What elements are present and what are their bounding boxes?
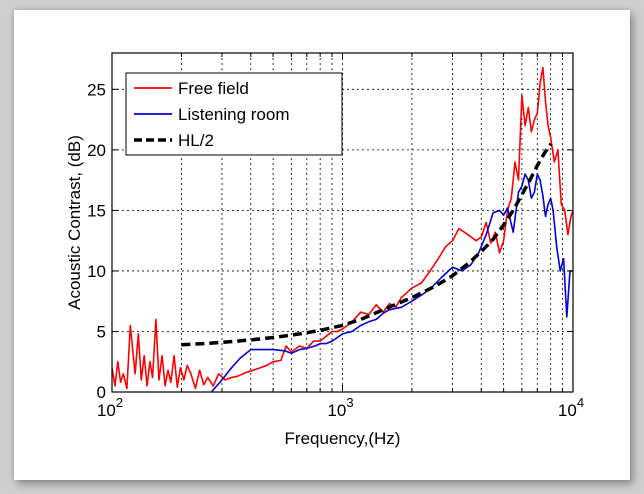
figure-card: 0 5 10 15 20 25 102 103 104 Frequency,(Hz) Acou… [14,10,630,480]
y-tick-label: 25 [87,80,106,99]
legend-label-free-field: Free field [178,79,249,98]
y-tick-label: 10 [87,262,106,281]
y-axis-label: Acoustic Contrast, (dB) [65,135,84,310]
series-layer [111,66,574,393]
legend-label-hl-2: HL/2 [178,131,214,150]
y-tick-labels: 0 5 10 15 20 25 [87,80,106,402]
y-tick-label: 5 [97,322,106,341]
x-tick-labels: 102 103 104 [97,395,584,420]
axes-frame [111,52,574,393]
series-line-listening-room [210,173,573,393]
x-tick-label: 102 [97,395,123,420]
y-tick-label: 20 [87,141,106,160]
y-tick-label: 15 [87,201,106,220]
y-tick-label: 0 [97,383,106,402]
x-tick-label: 103 [327,395,353,420]
legend: Free field Listening room HL/2 [125,72,343,156]
x-axis-label: Frequency,(Hz) [285,429,401,448]
acoustic-contrast-chart: 0 5 10 15 20 25 102 103 104 Frequency,(Hz) Acou… [65,52,584,448]
series-line-free-field [111,66,574,390]
legend-label-listening-room: Listening room [178,105,290,124]
series-line-hl-2 [181,142,553,347]
x-tick-label: 104 [558,395,584,420]
